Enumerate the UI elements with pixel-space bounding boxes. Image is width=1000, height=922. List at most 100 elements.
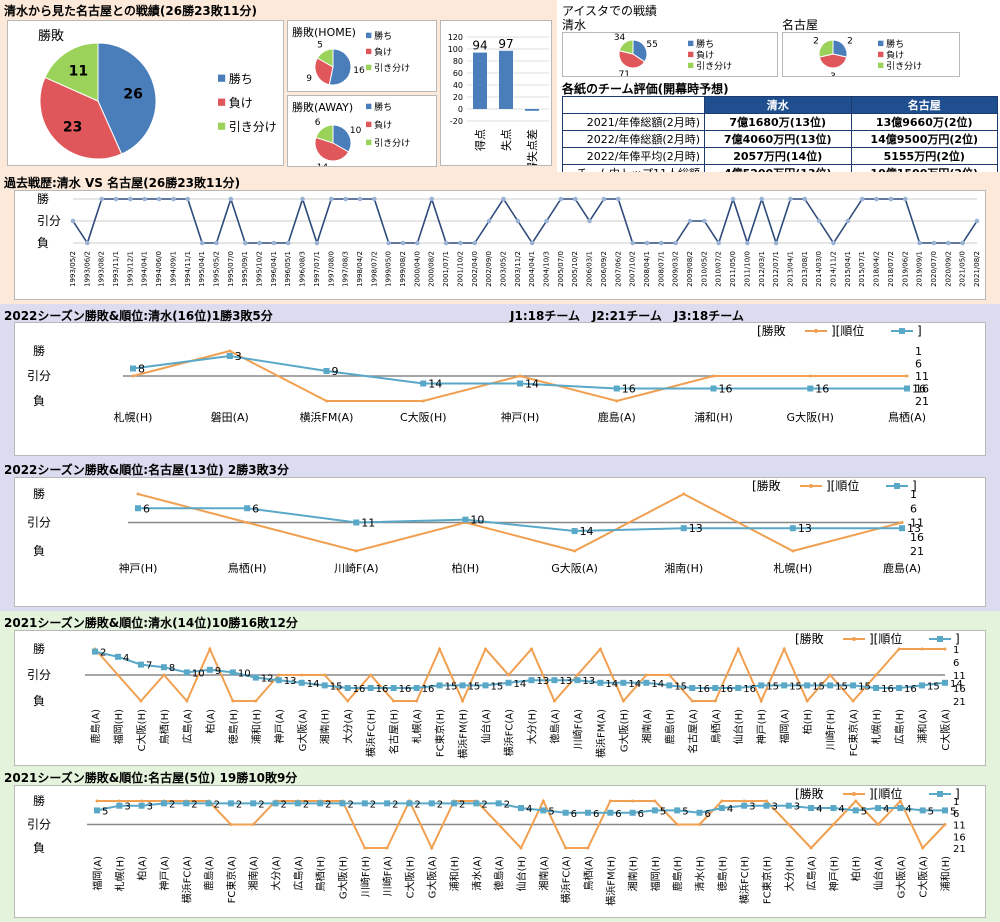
x-category-label: 広島(A) — [292, 856, 305, 891]
x-tick-label: 2012/07/1 — [772, 251, 780, 287]
x-category-label: 湘南(H) — [627, 856, 640, 891]
rank-value-label: 2 — [191, 799, 197, 810]
result-point — [438, 647, 442, 651]
rank-value-label: 16 — [353, 684, 366, 695]
result-axis-label: 負 — [33, 544, 45, 558]
bar-value-label: 97 — [498, 37, 513, 51]
rank-value-label: 15 — [445, 681, 458, 692]
rank-value-label: 4 — [838, 804, 844, 815]
rank-tick-label: 21 — [915, 395, 929, 408]
x-category-label: 神戸(H) — [501, 410, 540, 424]
rank-point — [420, 380, 427, 387]
x-category-label: 川崎F(A) — [571, 709, 584, 749]
rank-point — [252, 674, 259, 681]
s22n-title: 2022シーズン勝敗&順位:名古屋(13位) 2勝3敗3分 — [4, 463, 289, 477]
x-tick-label: 1995/09/1 — [241, 251, 249, 287]
x-tick-label: 2019/06/2 — [901, 251, 909, 287]
eval-table: 清水 名古屋 2021/年俸総額(2月時) 7億1680万(13位) 13億9660万… — [562, 96, 998, 182]
history-point — [702, 218, 707, 224]
x-category-label: 磐田(A) — [211, 410, 249, 424]
eval-cell: 2022/年俸総額(2月時) — [562, 130, 705, 148]
rank-value-label: 14 — [651, 679, 664, 690]
rank-point — [758, 682, 765, 689]
history-point — [128, 196, 133, 202]
pie-value-label: 2 — [847, 37, 853, 47]
pie-slice — [818, 39, 834, 58]
legend-label: 勝ち — [374, 101, 392, 113]
result-point — [920, 647, 924, 651]
history-point — [458, 240, 463, 246]
legend-text: ] — [955, 787, 960, 801]
aista-team2: 名古屋 — [782, 18, 819, 32]
eval-cell: 7億1680万(13位) — [704, 113, 852, 131]
y-label: 勝 — [37, 191, 49, 206]
x-tick-label: 1997/08/3 — [342, 251, 350, 287]
pie-value-label: 11 — [69, 64, 88, 80]
x-tick-label: 1996/05/1 — [284, 251, 292, 287]
x-tick-label: 2003/11/2 — [514, 251, 522, 287]
history-point — [874, 196, 879, 202]
rank-value-label: 16 — [399, 684, 412, 695]
x-category-label: 仙台(A) — [872, 856, 885, 891]
eval-row: 2022/年俸総額(2月時) 7億4060万円(13位) 14億9500万円(2位) — [562, 130, 998, 148]
eval-head-2: 名古屋 — [850, 96, 998, 114]
category-label: 得点 — [474, 129, 487, 151]
legend-label: 負け — [696, 49, 714, 61]
bar — [499, 50, 513, 109]
result-point — [808, 374, 812, 378]
result-point — [759, 699, 763, 703]
x-category-label: 清水(H) — [694, 856, 707, 891]
result-point — [231, 699, 235, 703]
pie-value-label: 23 — [63, 119, 82, 135]
x-tick-label: 1995/07/0 — [227, 251, 235, 287]
rank-value-label: 3 — [771, 802, 777, 813]
rank-value-label: 10 — [470, 514, 484, 527]
x-category-label: 川崎F(H) — [359, 856, 372, 897]
rank-point — [919, 807, 926, 814]
pie-value-label: 34 — [614, 33, 626, 43]
result-point — [519, 846, 523, 850]
legend-marker — [937, 791, 943, 797]
history-point — [214, 240, 219, 246]
result-point — [598, 647, 602, 651]
rank-value-label: 6 — [705, 809, 711, 820]
history-point — [960, 240, 965, 246]
result-point — [720, 799, 724, 803]
x-category-label: 横浜FC(A) — [180, 856, 193, 903]
x-category-label: G大阪(A) — [296, 709, 309, 751]
result-point — [782, 647, 786, 651]
rank-value-label: 3 — [124, 802, 130, 813]
aista-title: アイスタでの戦績 — [562, 4, 658, 18]
x-category-label: 柏(A) — [136, 856, 149, 881]
result-point — [851, 699, 855, 703]
x-tick-label: 1999/05/0 — [385, 251, 393, 287]
result-axis-label: 負 — [33, 694, 45, 708]
aista-team1: 清水 — [562, 18, 587, 32]
s22s-box: 1 6 11 16 21 勝引分負 8 3 9 14 14 16 16 16 16 札幌(H) 磐田(A) 横浜F… — [14, 322, 986, 456]
x-category-label: 神戸(H) — [755, 709, 768, 744]
legend-label: 負け — [374, 46, 392, 58]
legend-marker — [809, 484, 813, 488]
rank-value-label: 10 — [238, 668, 251, 679]
x-category-label: 湘南(H) — [664, 561, 703, 575]
rank-point — [137, 661, 144, 668]
x-category-label: 広島(H) — [893, 709, 906, 744]
top-title: 清水から見た名古屋との戦績(26勝23敗11分) — [4, 4, 257, 18]
x-category-label: 徳島(H) — [227, 709, 240, 744]
rank-point — [451, 800, 458, 807]
x-tick-label: 2020/09/2 — [944, 251, 952, 287]
x-category-label: 札幌(H) — [113, 856, 126, 891]
x-tick-label: 1997/07/1 — [313, 251, 321, 287]
legend-swatch — [688, 40, 694, 47]
rank-value-label: 15 — [927, 681, 940, 692]
legend-swatch — [688, 62, 694, 69]
history-point — [673, 240, 678, 246]
result-point — [229, 823, 233, 826]
x-category-label: 鳥栖(H) — [158, 709, 171, 744]
x-category-label: 鹿島(A) — [883, 561, 921, 575]
history-point — [759, 196, 765, 202]
x-tick-label: 2002/09/0 — [485, 251, 493, 287]
result-point — [631, 799, 635, 803]
x-tick-label: 2020/07/0 — [930, 251, 938, 287]
